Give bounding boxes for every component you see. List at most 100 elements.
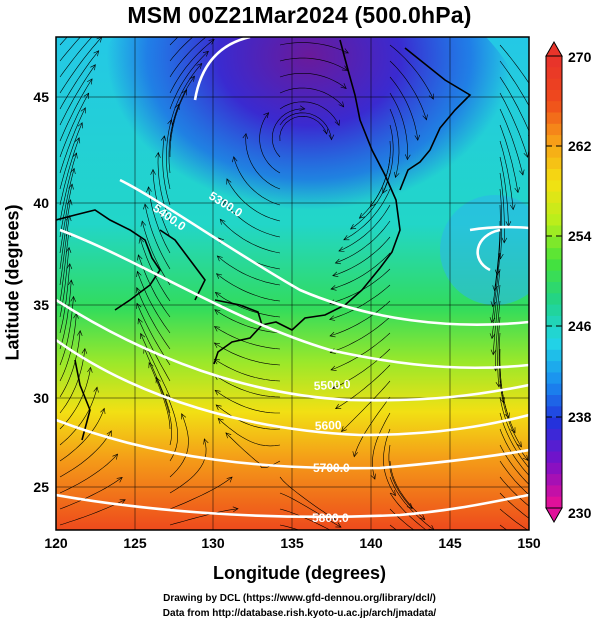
streamline: [335, 364, 391, 409]
colorbar-cell: [546, 349, 562, 362]
streamline: [389, 44, 434, 100]
streamline: [217, 255, 281, 286]
streamline: [338, 204, 391, 252]
colorbar-cell: [546, 282, 562, 294]
streamline-arrow: [516, 441, 522, 448]
streamline: [499, 428, 529, 476]
streamline-arrow: [87, 366, 93, 373]
y-tick-label: 25: [33, 479, 49, 495]
streamline: [169, 39, 215, 94]
streamline: [59, 107, 86, 174]
colorbar-tick-label: 246: [568, 318, 592, 334]
streamline-arrow: [138, 237, 145, 244]
streamline: [169, 51, 209, 110]
streamline-arrow: [136, 270, 142, 278]
streamline: [59, 280, 72, 350]
streamline: [341, 380, 391, 432]
contour-label: 5600: [315, 418, 342, 433]
streamline-arrow: [531, 477, 536, 482]
streamline: [335, 220, 391, 264]
chart-title: MSM 00Z21Mar2024 (500.0hPa): [127, 2, 472, 28]
streamline-arrow: [313, 533, 319, 538]
streamline-arrow: [160, 135, 167, 142]
colorbar-cell: [546, 451, 562, 464]
streamline-arrow: [226, 178, 232, 185]
colorbar-cell: [546, 338, 562, 351]
streamline: [492, 236, 501, 307]
colorbar-tick-label: 254: [568, 228, 592, 244]
streamline: [388, 444, 413, 509]
streamline-arrow: [414, 134, 421, 141]
streamline-arrow: [533, 520, 539, 525]
streamline-arrow: [174, 103, 180, 110]
streamline-arrow: [509, 204, 516, 211]
streamline: [59, 64, 96, 126]
streamline: [279, 42, 349, 54]
streamline-arrow: [522, 454, 529, 461]
streamline: [59, 37, 93, 78]
colorbar-cell: [546, 169, 562, 181]
streamline: [279, 115, 327, 142]
colorbar-cell: [546, 474, 562, 486]
streamline: [59, 296, 74, 366]
streamline-arrow: [68, 279, 74, 286]
streamline: [499, 92, 528, 158]
streamline-arrow: [328, 134, 335, 141]
streamline-arrow: [183, 28, 188, 33]
streamline-arrow: [338, 246, 345, 252]
streamline: [166, 394, 178, 462]
streamline-arrow: [331, 384, 339, 390]
streamline: [499, 76, 529, 132]
colorbar-cells: [546, 56, 562, 509]
streamline: [389, 508, 415, 530]
streamline: [59, 199, 71, 270]
colorbar-cell: [546, 67, 562, 80]
colorbar-cell: [546, 89, 562, 102]
streamline-arrow: [203, 438, 209, 445]
streamline: [59, 37, 81, 62]
streamline-arrow: [119, 499, 126, 505]
streamline: [330, 252, 391, 290]
streamline: [217, 418, 281, 447]
colorbar-cell: [546, 248, 562, 260]
colorbar-cell: [546, 202, 562, 215]
colorbar-cell: [546, 462, 562, 475]
colorbar-cell: [546, 56, 562, 68]
cold-low: [70, 37, 529, 315]
streamline-arrow: [530, 507, 536, 512]
streamline: [494, 221, 501, 291]
streamline: [329, 300, 391, 337]
streamline: [59, 247, 70, 318]
streamline-arrow: [140, 332, 146, 340]
streamline: [499, 140, 514, 210]
streamline-arrow: [329, 331, 336, 338]
streamline-arrow: [72, 152, 78, 159]
y-axis: 45 40 35 30 25: [33, 89, 49, 495]
streamline-arrow: [242, 132, 248, 139]
contour-label: 5800.0: [312, 511, 349, 525]
colorbar-cell: [546, 101, 562, 113]
streamline: [214, 326, 281, 350]
streamline: [216, 273, 281, 302]
streamline-arrow: [219, 218, 226, 225]
streamline-arrow: [222, 199, 228, 206]
streamline: [157, 152, 171, 222]
streamline-arrow: [135, 286, 142, 294]
streamline-arrow: [213, 358, 221, 365]
streamline-arrow: [334, 119, 340, 127]
streamline: [214, 390, 280, 414]
streamline-arrow: [431, 533, 437, 538]
colorbar-cell: [546, 315, 562, 328]
streamline-arrow: [150, 168, 156, 175]
streamline: [144, 204, 171, 270]
streamline: [59, 348, 86, 414]
streamline: [138, 318, 171, 382]
streamline: [168, 104, 180, 174]
streamline: [492, 284, 501, 355]
streamline-arrow: [329, 315, 336, 321]
streamline-arrow: [68, 183, 74, 190]
credit-line-2: Data from http://database.rish.kyoto-u.a…: [162, 608, 437, 619]
colorbar-cell: [546, 496, 562, 509]
colorbar-cell: [546, 293, 562, 306]
streamline: [389, 476, 435, 530]
